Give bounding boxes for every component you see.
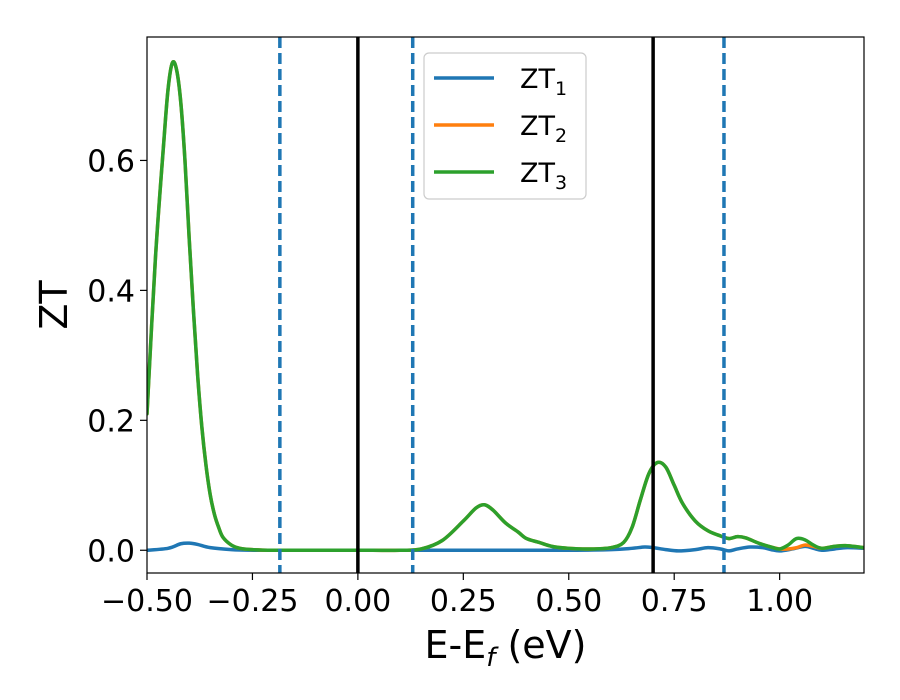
x-tick-label: 0.00: [324, 584, 391, 619]
legend: ZT1 ZT2 ZT3: [423, 52, 587, 200]
y-axis-label: ZT: [32, 280, 76, 330]
x-tick-label: 0.75: [641, 584, 708, 619]
legend-box: [423, 52, 587, 200]
y-tick-label: 0.0: [87, 534, 135, 569]
plot-clip-group: [147, 59, 864, 553]
plot-frame: [146, 36, 865, 574]
legend-label-zt3: ZT3: [520, 158, 567, 194]
x-tick-label: −0.25: [206, 584, 298, 619]
legend-label-zt1: ZT1: [520, 64, 567, 100]
y-tick-label: 0.2: [87, 404, 135, 439]
x-tick-label: 1.00: [746, 584, 813, 619]
x-tick-label: −0.50: [101, 584, 193, 619]
axes: −0.50 −0.25 0.00 0.25 0.50 0.75 1.00 0.0 0.2 0.4 0…: [32, 36, 865, 673]
x-tick-label: 0.25: [430, 584, 497, 619]
plot-area: [147, 37, 864, 573]
x-tick-label: 0.50: [535, 584, 602, 619]
y-tick-label: 0.6: [87, 144, 135, 179]
x-axis-label: E-Ef (eV): [425, 623, 587, 673]
series-line-zt3: [147, 59, 864, 553]
legend-label-zt2: ZT2: [520, 111, 567, 147]
y-tick-label: 0.4: [87, 274, 135, 309]
